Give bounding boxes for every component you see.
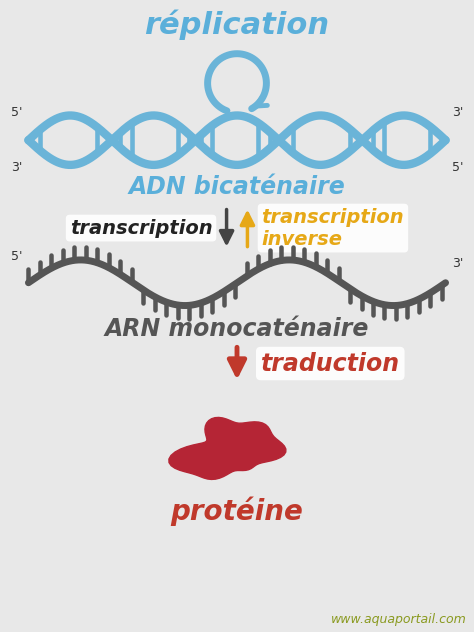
Text: 3': 3' [452,106,463,119]
Text: 3': 3' [11,161,22,174]
Text: transcription: transcription [70,219,212,238]
Text: ARN monocaténaire: ARN monocaténaire [105,317,369,341]
Text: transcription
inverse: transcription inverse [262,207,404,248]
Text: 3': 3' [452,257,463,270]
Text: ADN bicaténaire: ADN bicaténaire [128,175,346,199]
Text: 5': 5' [11,106,22,119]
Text: 5': 5' [452,161,463,174]
Polygon shape [169,417,286,480]
Text: réplication: réplication [145,9,329,40]
Text: 5': 5' [11,250,22,263]
Text: www.aquaportail.com: www.aquaportail.com [331,613,467,626]
Text: traduction: traduction [261,351,400,375]
Text: protéine: protéine [171,497,303,526]
